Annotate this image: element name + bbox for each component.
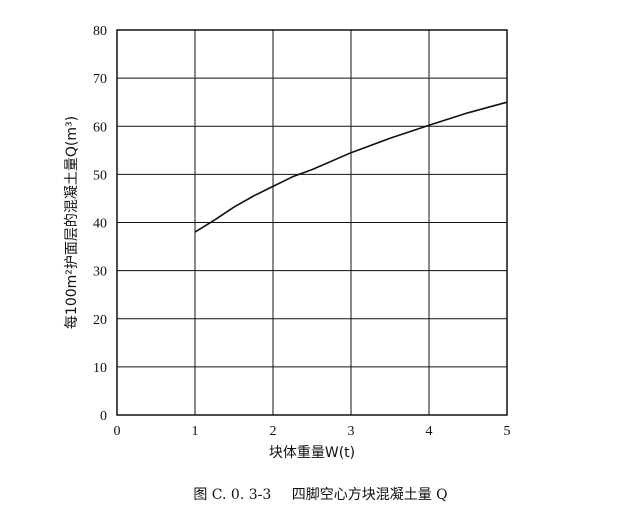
figure-title: 四脚空心方块混凝土量 Q <box>291 487 448 503</box>
y-tick-label: 10 <box>93 361 107 376</box>
y-tick-label: 30 <box>93 265 107 280</box>
x-tick-label: 2 <box>270 424 277 439</box>
y-tick-label: 0 <box>100 409 107 424</box>
x-tick-label: 1 <box>192 424 199 439</box>
x-tick-label: 0 <box>114 424 121 439</box>
x-tick-label: 5 <box>504 424 511 439</box>
figure-number: 图 C. 0. 3-3 <box>193 487 272 503</box>
y-tick-label: 80 <box>93 24 107 39</box>
x-tick-labels: 0 1 2 3 4 5 <box>114 424 511 439</box>
plot-frame <box>116 29 508 416</box>
y-tick-label: 40 <box>93 217 107 232</box>
series-lines <box>194 101 508 233</box>
y-tick-label: 60 <box>93 120 107 135</box>
y-tick-labels: 0 10 20 30 40 50 60 70 80 <box>93 24 107 424</box>
figure-caption: 图 C. 0. 3-3 四脚空心方块混凝土量 Q <box>0 484 641 504</box>
series-line <box>194 101 508 233</box>
x-axis-label: 块体重量W(t) <box>269 445 355 461</box>
x-tick-label: 4 <box>426 424 433 439</box>
y-tick-label: 50 <box>93 168 107 183</box>
x-tick-label: 3 <box>348 424 355 439</box>
y-tick-label: 20 <box>93 313 107 328</box>
grid-lines <box>116 29 508 416</box>
y-axis-label: 每100m²护面层的混凝土量Q(m³) <box>64 116 80 329</box>
y-tick-label: 70 <box>93 72 107 87</box>
